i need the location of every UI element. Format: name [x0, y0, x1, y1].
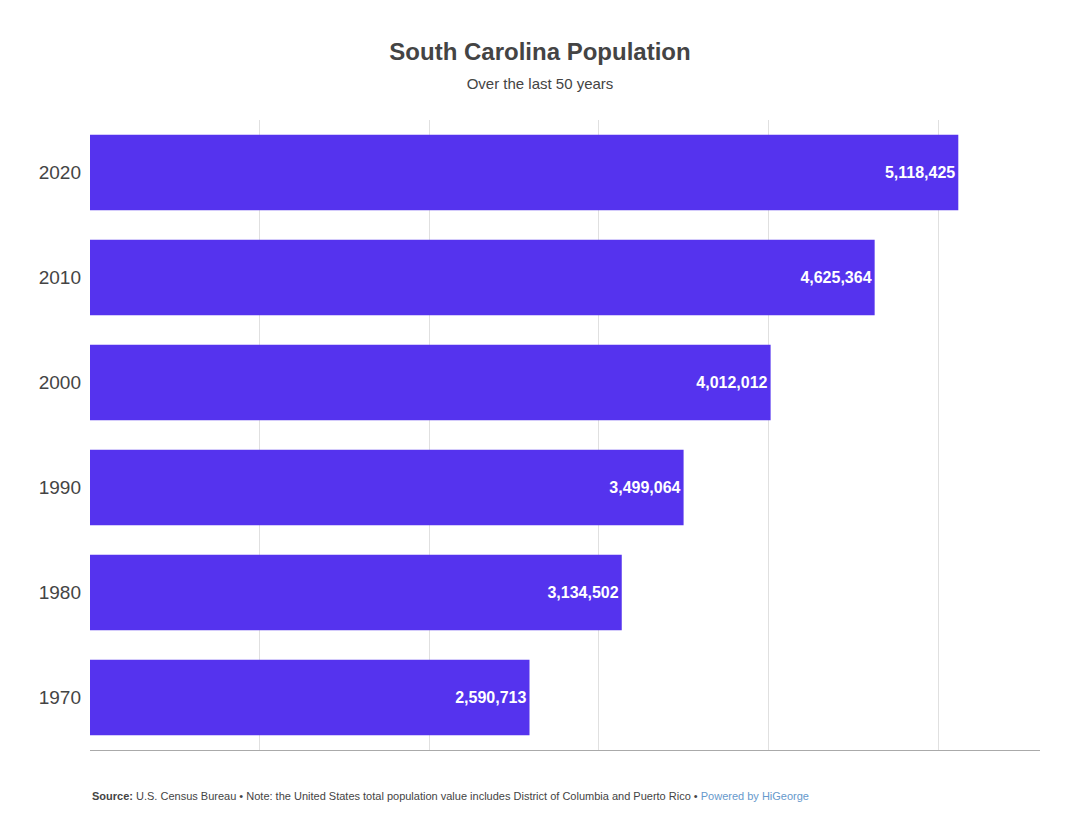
svg-text:1990: 1990 — [39, 477, 81, 498]
svg-text:4,625,364: 4,625,364 — [800, 269, 871, 286]
svg-text:2020: 2020 — [39, 162, 81, 183]
svg-text:Source: U.S. Census Bureau • N: Source: U.S. Census Bureau • Note: the U… — [92, 790, 809, 802]
svg-text:2010: 2010 — [39, 267, 81, 288]
svg-text:2000: 2000 — [39, 372, 81, 393]
svg-text:3,134,502: 3,134,502 — [547, 584, 618, 601]
svg-text:1970: 1970 — [39, 687, 81, 708]
svg-text:Over the last 50 years: Over the last 50 years — [467, 75, 614, 92]
svg-text:1980: 1980 — [39, 582, 81, 603]
svg-text:2,590,713: 2,590,713 — [455, 689, 526, 706]
svg-text:4,012,012: 4,012,012 — [696, 374, 767, 391]
svg-text:3,499,064: 3,499,064 — [609, 479, 680, 496]
svg-text:South Carolina Population: South Carolina Population — [389, 38, 690, 65]
svg-text:5,118,425: 5,118,425 — [885, 164, 955, 181]
